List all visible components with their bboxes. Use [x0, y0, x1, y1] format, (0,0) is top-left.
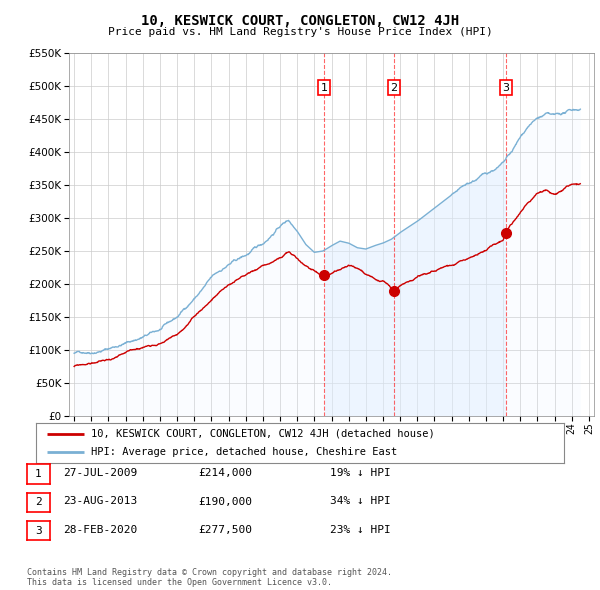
Text: HPI: Average price, detached house, Cheshire East: HPI: Average price, detached house, Ches… [91, 447, 398, 457]
Text: 10, KESWICK COURT, CONGLETON, CW12 4JH: 10, KESWICK COURT, CONGLETON, CW12 4JH [141, 14, 459, 28]
Text: 34% ↓ HPI: 34% ↓ HPI [330, 497, 391, 506]
Text: £190,000: £190,000 [198, 497, 252, 506]
Text: 3: 3 [35, 526, 42, 536]
Text: 10, KESWICK COURT, CONGLETON, CW12 4JH (detached house): 10, KESWICK COURT, CONGLETON, CW12 4JH (… [91, 429, 435, 439]
Text: 2: 2 [35, 497, 42, 507]
Text: Contains HM Land Registry data © Crown copyright and database right 2024.
This d: Contains HM Land Registry data © Crown c… [27, 568, 392, 587]
Text: 23-AUG-2013: 23-AUG-2013 [63, 497, 137, 506]
Text: 1: 1 [320, 83, 328, 93]
Text: 28-FEB-2020: 28-FEB-2020 [63, 525, 137, 535]
Text: 2: 2 [391, 83, 398, 93]
Text: 19% ↓ HPI: 19% ↓ HPI [330, 468, 391, 478]
Text: 3: 3 [502, 83, 509, 93]
Text: Price paid vs. HM Land Registry's House Price Index (HPI): Price paid vs. HM Land Registry's House … [107, 27, 493, 37]
Text: £214,000: £214,000 [198, 468, 252, 478]
Text: 23% ↓ HPI: 23% ↓ HPI [330, 525, 391, 535]
Text: 27-JUL-2009: 27-JUL-2009 [63, 468, 137, 478]
Text: 1: 1 [35, 469, 42, 479]
Text: £277,500: £277,500 [198, 525, 252, 535]
